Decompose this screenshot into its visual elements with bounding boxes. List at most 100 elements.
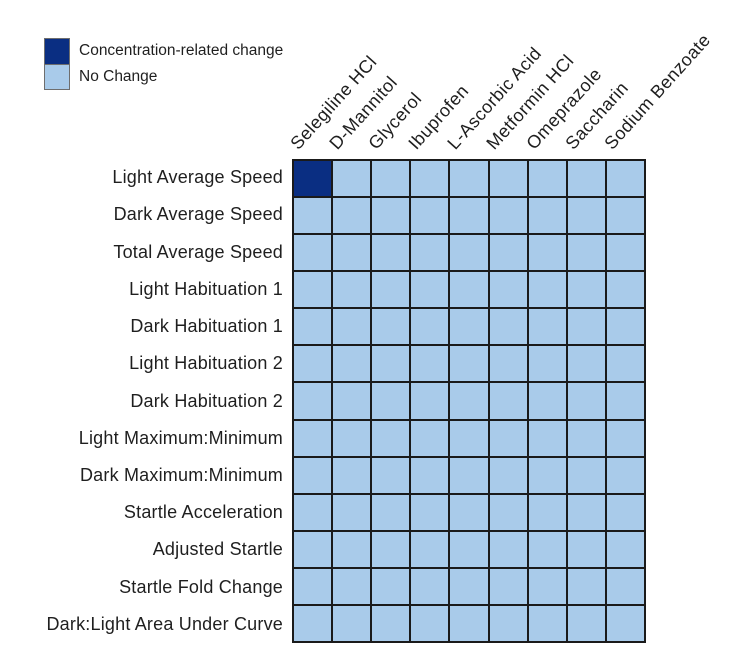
heatmap-cell <box>567 235 605 271</box>
row-label: Light Maximum:Minimum <box>78 427 283 448</box>
heatmap-cell <box>450 309 488 345</box>
heatmap-cell <box>450 457 488 493</box>
heatmap-cell <box>528 272 566 308</box>
heatmap-cell <box>489 272 527 308</box>
heatmap-cell <box>567 605 605 641</box>
legend-item-no-change: No Change <box>44 64 283 90</box>
heatmap-cell <box>606 531 644 567</box>
column-label: Saccharin <box>561 77 633 154</box>
heatmap-cell <box>372 457 410 493</box>
heatmap-cell <box>567 383 605 419</box>
heatmap-cell <box>606 420 644 456</box>
column-label: L-Ascorbic Acid <box>443 43 546 154</box>
heatmap-cell <box>489 494 527 530</box>
heatmap-cell <box>294 457 332 493</box>
heatmap-cell <box>489 346 527 382</box>
legend-swatch-concentration-related-change <box>44 38 70 64</box>
heatmap-cell <box>372 346 410 382</box>
heatmap-cell <box>606 568 644 604</box>
heatmap-cell <box>450 494 488 530</box>
heatmap-cell <box>411 198 449 234</box>
legend-swatch-no-change <box>44 64 70 90</box>
row-label: Light Average Speed <box>112 167 283 188</box>
heatmap-cell <box>372 420 410 456</box>
heatmap-cell <box>411 161 449 197</box>
heatmap-cell <box>489 531 527 567</box>
heatmap-cell <box>450 383 488 419</box>
heatmap-cell <box>372 161 410 197</box>
heatmap-cell <box>528 346 566 382</box>
heatmap-cell <box>489 198 527 234</box>
heatmap-cell <box>411 420 449 456</box>
heatmap-cell <box>294 161 332 197</box>
heatmap-cell <box>606 494 644 530</box>
heatmap-cell <box>294 420 332 456</box>
heatmap-cell <box>333 494 371 530</box>
legend-label: Concentration-related change <box>79 42 284 59</box>
heatmap-cell <box>294 605 332 641</box>
column-label: Ibuprofen <box>404 80 473 154</box>
heatmap-cell <box>411 457 449 493</box>
heatmap-cell <box>372 198 410 234</box>
heatmap-cell <box>528 235 566 271</box>
heatmap-cell <box>606 309 644 345</box>
heatmap-cell <box>450 346 488 382</box>
heatmap-cell <box>489 605 527 641</box>
row-label: Dark Average Speed <box>113 204 283 225</box>
row-label: Adjusted Startle <box>152 539 283 560</box>
heatmap-cell <box>489 235 527 271</box>
heatmap-cell <box>333 420 371 456</box>
heatmap-cell <box>411 383 449 419</box>
heatmap-cell <box>528 309 566 345</box>
heatmap-cell <box>489 568 527 604</box>
heatmap-cell <box>528 494 566 530</box>
heatmap-cell <box>528 605 566 641</box>
heatmap-cell <box>606 272 644 308</box>
heatmap-cell <box>411 531 449 567</box>
heatmap-cell <box>294 272 332 308</box>
heatmap-cell <box>567 309 605 345</box>
heatmap-cell <box>372 309 410 345</box>
heatmap-cell <box>411 309 449 345</box>
heatmap-cell <box>450 568 488 604</box>
heatmap-cell <box>294 383 332 419</box>
heatmap-cell <box>489 309 527 345</box>
legend: Concentration-related change No Change <box>44 38 283 90</box>
heatmap-cell <box>450 605 488 641</box>
heatmap-cell <box>333 161 371 197</box>
heatmap-cell <box>450 420 488 456</box>
heatmap-cell <box>411 346 449 382</box>
heatmap-cell <box>450 272 488 308</box>
heatmap-cell <box>372 383 410 419</box>
row-label: Light Habituation 1 <box>129 278 283 299</box>
heatmap-cell <box>294 198 332 234</box>
heatmap-cell <box>294 235 332 271</box>
heatmap-cell <box>294 531 332 567</box>
heatmap-cell <box>489 383 527 419</box>
heatmap-cell <box>567 568 605 604</box>
heatmap-cell <box>333 605 371 641</box>
heatmap-cell <box>372 531 410 567</box>
heatmap-cell <box>606 457 644 493</box>
heatmap-cell <box>528 531 566 567</box>
column-label: Selegiline HCl <box>286 51 381 154</box>
legend-label: No Change <box>79 68 158 85</box>
heatmap-cell <box>372 605 410 641</box>
heatmap-cell <box>528 198 566 234</box>
heatmap-cell <box>450 235 488 271</box>
heatmap-cell <box>489 457 527 493</box>
heatmap-cell <box>294 346 332 382</box>
heatmap-cell <box>333 198 371 234</box>
column-label: D-Mannitol <box>325 72 402 154</box>
heatmap-cell <box>372 235 410 271</box>
heatmap-cell <box>606 198 644 234</box>
heatmap-cell <box>333 346 371 382</box>
heatmap-cell <box>528 457 566 493</box>
row-label: Total Average Speed <box>113 241 283 262</box>
heatmap-cell <box>567 494 605 530</box>
heatmap-cell <box>528 420 566 456</box>
heatmap-cell <box>333 235 371 271</box>
heatmap-cell <box>450 198 488 234</box>
row-labels: Light Average Speed Dark Average Speed Tot… <box>0 159 286 643</box>
